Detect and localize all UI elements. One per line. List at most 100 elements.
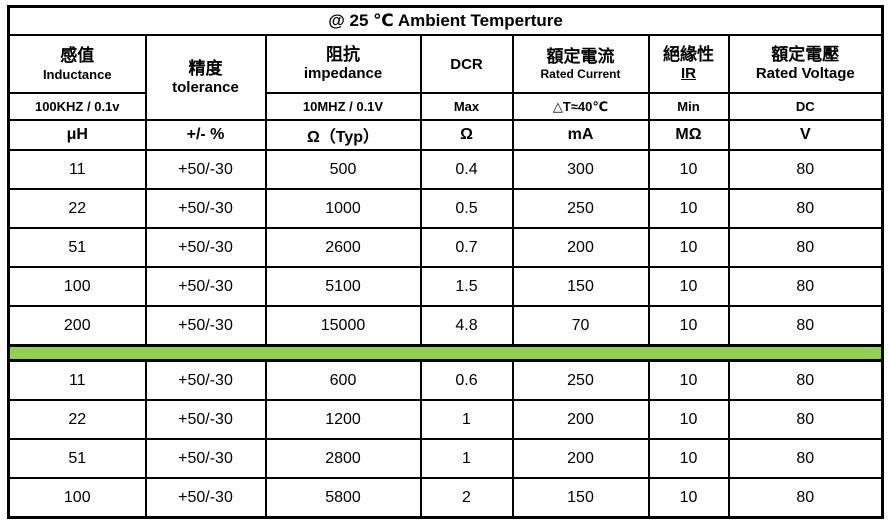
cell-dcr: 0.6 bbox=[419, 359, 514, 401]
cell-tolerance: +50/-30 bbox=[144, 149, 267, 190]
col-header-inductance: 感值 Inductance bbox=[7, 34, 147, 94]
cell-ir: 10 bbox=[647, 188, 730, 229]
spec-table: @ 25 ℃ Ambient Temperture 感值 Inductance … bbox=[7, 5, 885, 519]
cell-ir: 10 bbox=[647, 305, 730, 347]
cond-inductance: 100KHZ / 0.1v bbox=[7, 92, 147, 121]
unit-dcr: Ω bbox=[419, 119, 514, 151]
cell-rated-voltage: 80 bbox=[727, 399, 884, 440]
cell-ir: 10 bbox=[647, 399, 730, 440]
header-row-units: μH +/- % Ω（Typ） Ω mA MΩ V bbox=[7, 119, 884, 151]
cell-dcr: 1.5 bbox=[419, 266, 514, 307]
cell-impedance: 5800 bbox=[264, 477, 422, 519]
table-row: 100 +50/-30 5100 1.5 150 10 80 bbox=[7, 266, 884, 307]
unit-rated-current: mA bbox=[511, 119, 650, 151]
col-header-ir: 絕緣性 IR bbox=[647, 34, 730, 94]
unit-inductance: μH bbox=[7, 119, 147, 151]
cell-dcr: 1 bbox=[419, 399, 514, 440]
cell-inductance: 51 bbox=[7, 438, 147, 479]
cell-rated-current: 250 bbox=[511, 188, 650, 229]
cond-impedance: 10MHZ / 0.1V bbox=[264, 92, 422, 121]
cell-ir: 10 bbox=[647, 266, 730, 307]
table-row: 51 +50/-30 2600 0.7 200 10 80 bbox=[7, 227, 884, 268]
table-row: 22 +50/-30 1000 0.5 250 10 80 bbox=[7, 188, 884, 229]
ir-label-zh: 絕緣性 bbox=[663, 45, 714, 64]
col-header-impedance: 阻抗 impedance bbox=[264, 34, 422, 94]
cell-inductance: 22 bbox=[7, 399, 147, 440]
cell-dcr: 2 bbox=[419, 477, 514, 519]
cell-tolerance: +50/-30 bbox=[144, 227, 267, 268]
table-row: 100 +50/-30 5800 2 150 10 80 bbox=[7, 477, 884, 519]
cell-tolerance: +50/-30 bbox=[144, 188, 267, 229]
rated-current-label-en: Rated Current bbox=[540, 67, 621, 82]
separator-bar bbox=[7, 344, 884, 362]
header-row-names: 感值 Inductance 精度 tolerance 阻抗 impedance … bbox=[7, 34, 884, 121]
cell-tolerance: +50/-30 bbox=[144, 266, 267, 307]
cell-inductance: 100 bbox=[7, 477, 147, 519]
dcr-label: DCR bbox=[450, 55, 483, 73]
rated-current-label-zh: 額定電流 bbox=[546, 46, 615, 66]
cond-ir: Min bbox=[647, 92, 730, 121]
cell-dcr: 1 bbox=[419, 438, 514, 479]
cell-tolerance: +50/-30 bbox=[144, 399, 267, 440]
cell-rated-current: 200 bbox=[511, 438, 650, 479]
table-row: 22 +50/-30 1200 1 200 10 80 bbox=[7, 399, 884, 440]
table-row: 200 +50/-30 15000 4.8 70 10 80 bbox=[7, 305, 884, 347]
table-row: 11 +50/-30 600 0.6 250 10 80 bbox=[7, 359, 884, 401]
cell-inductance: 100 bbox=[7, 266, 147, 307]
cell-rated-current: 200 bbox=[511, 227, 650, 268]
cell-rated-current: 150 bbox=[511, 477, 650, 519]
unit-ir: MΩ bbox=[647, 119, 730, 151]
cell-ir: 10 bbox=[647, 149, 730, 190]
cell-inductance: 22 bbox=[7, 188, 147, 229]
ir-label-en: IR bbox=[681, 65, 696, 83]
cell-rated-voltage: 80 bbox=[727, 305, 884, 347]
cell-rated-current: 250 bbox=[511, 359, 650, 401]
header-row-conditions: 100KHZ / 0.1v 10MHZ / 0.1V Max △T≈40℃ Mi… bbox=[7, 92, 884, 121]
cell-rated-current: 70 bbox=[511, 305, 650, 347]
cell-ir: 10 bbox=[647, 227, 730, 268]
cell-impedance: 15000 bbox=[264, 305, 422, 347]
rated-voltage-label-en: Rated Voltage bbox=[755, 65, 855, 83]
cond-dcr: Max bbox=[419, 92, 514, 121]
cell-impedance: 1000 bbox=[264, 188, 422, 229]
cond-rated-current: △T≈40℃ bbox=[511, 92, 650, 121]
col-header-rated-voltage: 額定電壓 Rated Voltage bbox=[727, 34, 884, 94]
cell-impedance: 2800 bbox=[264, 438, 422, 479]
cell-rated-voltage: 80 bbox=[727, 227, 884, 268]
col-header-tolerance: 精度 tolerance bbox=[144, 34, 267, 121]
separator-row bbox=[7, 344, 884, 362]
rated-voltage-label-zh: 額定電壓 bbox=[771, 45, 840, 64]
cell-inductance: 11 bbox=[7, 149, 147, 190]
tolerance-label-zh: 精度 bbox=[188, 58, 223, 78]
cell-tolerance: +50/-30 bbox=[144, 359, 267, 401]
cell-ir: 10 bbox=[647, 477, 730, 519]
cell-rated-voltage: 80 bbox=[727, 438, 884, 479]
table-row: 11 +50/-30 500 0.4 300 10 80 bbox=[7, 149, 884, 190]
unit-impedance: Ω（Typ） bbox=[264, 119, 422, 151]
cell-rated-voltage: 80 bbox=[727, 149, 884, 190]
tolerance-label-en: tolerance bbox=[172, 78, 239, 96]
table-title: @ 25 ℃ Ambient Temperture bbox=[7, 5, 884, 36]
cell-dcr: 4.8 bbox=[419, 305, 514, 347]
cell-inductance: 200 bbox=[7, 305, 147, 347]
unit-rated-voltage: V bbox=[727, 119, 884, 151]
col-header-dcr: DCR bbox=[419, 34, 514, 94]
inductance-label-en: Inductance bbox=[42, 66, 112, 82]
cell-rated-voltage: 80 bbox=[727, 188, 884, 229]
cell-rated-current: 150 bbox=[511, 266, 650, 307]
cell-dcr: 0.5 bbox=[419, 188, 514, 229]
cell-impedance: 600 bbox=[264, 359, 422, 401]
unit-tolerance: +/- % bbox=[144, 119, 267, 151]
cell-dcr: 0.4 bbox=[419, 149, 514, 190]
title-row: @ 25 ℃ Ambient Temperture bbox=[7, 5, 884, 36]
cell-inductance: 51 bbox=[7, 227, 147, 268]
inductance-label-zh: 感值 bbox=[60, 46, 95, 66]
cell-rated-voltage: 80 bbox=[727, 266, 884, 307]
cell-tolerance: +50/-30 bbox=[144, 305, 267, 347]
cell-inductance: 11 bbox=[7, 359, 147, 401]
cell-ir: 10 bbox=[647, 359, 730, 401]
cell-impedance: 2600 bbox=[264, 227, 422, 268]
cell-impedance: 5100 bbox=[264, 266, 422, 307]
cell-tolerance: +50/-30 bbox=[144, 477, 267, 519]
cell-dcr: 0.7 bbox=[419, 227, 514, 268]
